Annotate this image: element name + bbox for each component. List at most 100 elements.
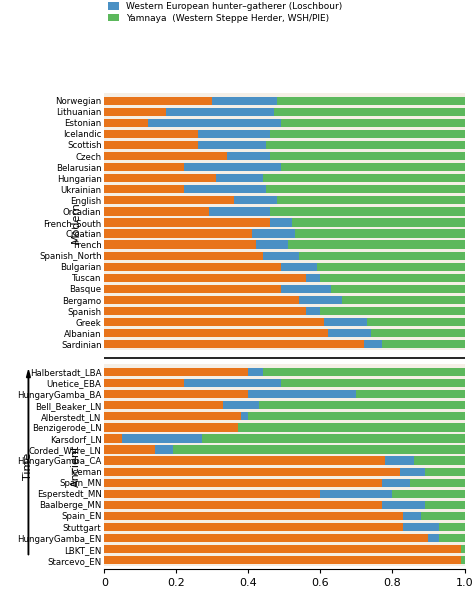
Bar [324, 318, 367, 326]
Bar [414, 457, 465, 465]
Bar [147, 119, 281, 127]
Bar [392, 490, 465, 498]
Bar [104, 424, 237, 431]
Bar [104, 130, 198, 138]
Bar [281, 263, 317, 271]
Bar [281, 119, 465, 127]
Text: Time: Time [23, 452, 34, 480]
Bar [364, 340, 382, 348]
Bar [428, 534, 439, 542]
Bar [281, 163, 465, 171]
Bar [255, 241, 288, 249]
Bar [403, 512, 421, 520]
Bar [263, 174, 465, 182]
Bar [439, 523, 465, 531]
Bar [212, 97, 277, 105]
Bar [400, 468, 425, 476]
Bar [104, 412, 241, 420]
Bar [248, 390, 356, 398]
Bar [183, 163, 281, 171]
Bar [277, 97, 465, 105]
Bar [317, 263, 465, 271]
Bar [104, 534, 428, 542]
Bar [104, 119, 147, 127]
Bar [104, 307, 306, 315]
Bar [104, 263, 281, 271]
Bar [299, 252, 465, 260]
Bar [273, 108, 465, 116]
Bar [410, 479, 465, 487]
Bar [104, 401, 223, 409]
Bar [385, 457, 414, 465]
Text: Ancient: Ancient [71, 445, 81, 487]
Bar [223, 401, 259, 409]
Bar [439, 534, 465, 542]
Text: Modern: Modern [71, 201, 81, 244]
Bar [104, 512, 403, 520]
Bar [104, 230, 252, 237]
Bar [425, 468, 465, 476]
Bar [104, 446, 155, 453]
Bar [104, 174, 216, 182]
Bar [104, 241, 255, 249]
Bar [209, 207, 270, 215]
Bar [173, 446, 465, 453]
Bar [277, 196, 465, 204]
Bar [104, 329, 328, 337]
Bar [104, 296, 299, 304]
Bar [183, 379, 281, 387]
Bar [252, 230, 295, 237]
Bar [104, 390, 248, 398]
Bar [342, 296, 465, 304]
Bar [104, 196, 234, 204]
Bar [270, 152, 465, 160]
Bar [201, 435, 465, 442]
Bar [104, 185, 183, 193]
Bar [356, 390, 465, 398]
Bar [104, 468, 400, 476]
Bar [155, 446, 173, 453]
Bar [104, 340, 364, 348]
Bar [270, 130, 465, 138]
Bar [382, 501, 425, 509]
Bar [241, 412, 248, 420]
Bar [104, 490, 320, 498]
Bar [263, 252, 299, 260]
Bar [270, 218, 292, 226]
Bar [371, 329, 465, 337]
Bar [104, 364, 465, 565]
Bar [425, 501, 465, 509]
Bar [306, 274, 320, 282]
Bar [248, 412, 465, 420]
Bar [382, 340, 465, 348]
Bar [320, 490, 392, 498]
Bar [104, 163, 183, 171]
Bar [421, 512, 465, 520]
Bar [104, 523, 403, 531]
Bar [320, 307, 465, 315]
Bar [104, 92, 465, 349]
Bar [122, 435, 201, 442]
Bar [104, 218, 270, 226]
Bar [299, 296, 342, 304]
Bar [227, 152, 270, 160]
Bar [306, 307, 320, 315]
Bar [198, 141, 266, 149]
Bar [382, 479, 410, 487]
Bar [281, 379, 465, 387]
Bar [104, 318, 324, 326]
Bar [104, 108, 165, 116]
Bar [237, 424, 465, 431]
Bar [270, 207, 465, 215]
Bar [263, 368, 465, 376]
Bar [104, 368, 248, 376]
Bar [104, 435, 122, 442]
Bar [104, 274, 306, 282]
Bar [292, 218, 465, 226]
Bar [104, 545, 461, 553]
Bar [183, 185, 266, 193]
Bar [288, 241, 465, 249]
Legend: Early Neolithic (LBK_EN), Western European hunter–gatherer (Loschbour), Yamnaya : Early Neolithic (LBK_EN), Western Europe… [104, 0, 346, 26]
Bar [104, 207, 209, 215]
Bar [104, 97, 212, 105]
